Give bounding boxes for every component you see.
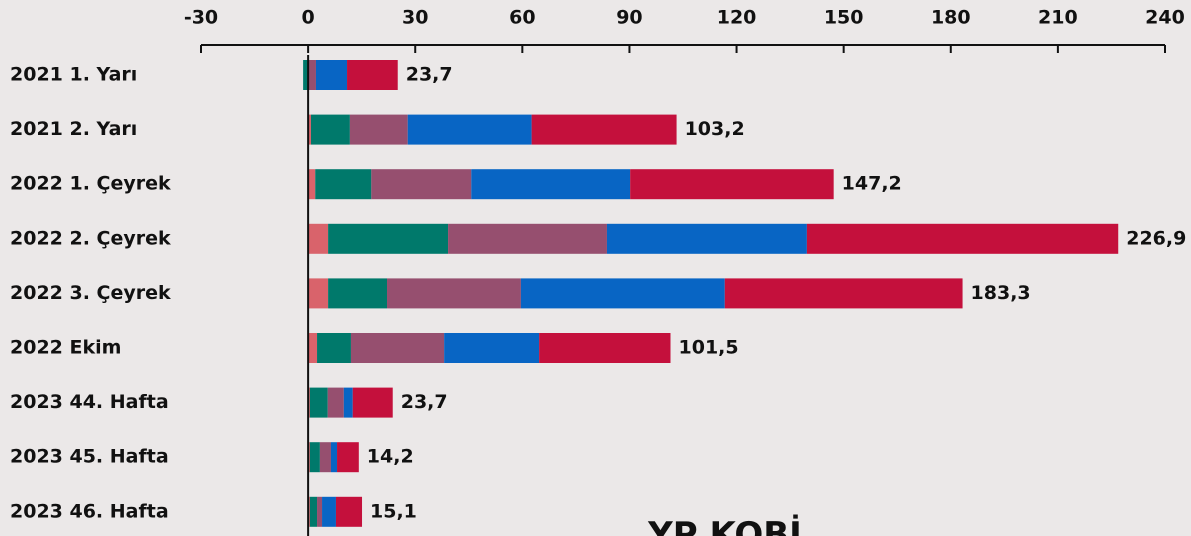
- category-label: 2023 46. Hafta: [10, 500, 169, 522]
- bar-segment: [387, 278, 521, 309]
- bar-segment: [407, 114, 532, 145]
- bar-segment: [630, 169, 834, 200]
- category-label: 2023 44. Hafta: [10, 391, 169, 413]
- bar-segment: [303, 60, 309, 90]
- x-tick-label: 30: [402, 7, 428, 29]
- bar-segment: [308, 114, 311, 145]
- category-label: 2022 3. Çeyrek: [10, 282, 171, 304]
- bar-segment: [539, 333, 671, 363]
- value-label: 147,2: [842, 173, 902, 195]
- x-tick-label: 60: [509, 7, 535, 29]
- bar-segment: [309, 442, 320, 473]
- category-label: 2021 2. Yarı: [10, 118, 137, 140]
- x-tick-label: 210: [1038, 7, 1078, 29]
- bar-segment: [328, 278, 388, 309]
- bar-segment: [806, 223, 1119, 254]
- value-label: 101,5: [679, 337, 739, 359]
- value-label: 183,3: [971, 282, 1031, 304]
- bar-segment: [309, 387, 328, 418]
- bar-segment: [315, 60, 348, 90]
- bar-segment: [606, 223, 807, 254]
- bar-segment: [310, 114, 350, 145]
- bar-segment: [308, 278, 329, 309]
- category-label: 2023 45. Hafta: [10, 446, 169, 468]
- bar-segment: [317, 496, 323, 527]
- bar-segment: [349, 114, 408, 145]
- bar-segment: [371, 169, 472, 200]
- category-label: 2022 2. Çeyrek: [10, 227, 171, 249]
- bar-segment: [308, 333, 318, 363]
- bar-segment: [448, 223, 607, 254]
- bar-segment: [724, 278, 963, 309]
- bar-segment: [347, 60, 398, 90]
- bar-segment: [322, 496, 336, 527]
- value-label: 15,1: [370, 500, 417, 522]
- watermark: YP KOBİ: [647, 514, 802, 536]
- bar-segment: [308, 169, 316, 200]
- bar-segment: [471, 169, 631, 200]
- x-tick-label: 120: [717, 7, 757, 29]
- bar-segment: [335, 496, 363, 527]
- x-tick-label: 90: [616, 7, 642, 29]
- bar-segment: [352, 387, 393, 418]
- x-tick-label: 240: [1145, 7, 1185, 29]
- bar-segment: [520, 278, 725, 309]
- bar-segment: [308, 60, 316, 90]
- value-label: 23,7: [406, 64, 453, 86]
- bar-segment: [343, 387, 353, 418]
- x-tick-label: 180: [931, 7, 971, 29]
- x-tick-label: 0: [301, 7, 314, 29]
- category-label: 2022 1. Çeyrek: [10, 173, 171, 195]
- category-label: 2021 1. Yarı: [10, 64, 137, 86]
- bar-segment: [337, 442, 359, 473]
- bar-segment: [330, 442, 338, 473]
- value-label: 103,2: [685, 118, 745, 140]
- value-label: 14,2: [367, 446, 414, 468]
- value-label: 23,7: [401, 391, 448, 413]
- x-tick-label: 150: [824, 7, 864, 29]
- bar-segment: [309, 496, 318, 527]
- bar-segment: [308, 223, 329, 254]
- category-label: 2022 Ekim: [10, 337, 121, 359]
- value-label: 226,9: [1126, 227, 1186, 249]
- bar-segment: [531, 114, 677, 145]
- bar-segment: [327, 387, 344, 418]
- x-tick-label: -30: [184, 7, 218, 29]
- bar-segment: [315, 169, 372, 200]
- bar-segment: [319, 442, 331, 473]
- bar-segment: [350, 333, 445, 363]
- bar-segment: [328, 223, 449, 254]
- bar-segment: [444, 333, 540, 363]
- bar-segment: [317, 333, 351, 363]
